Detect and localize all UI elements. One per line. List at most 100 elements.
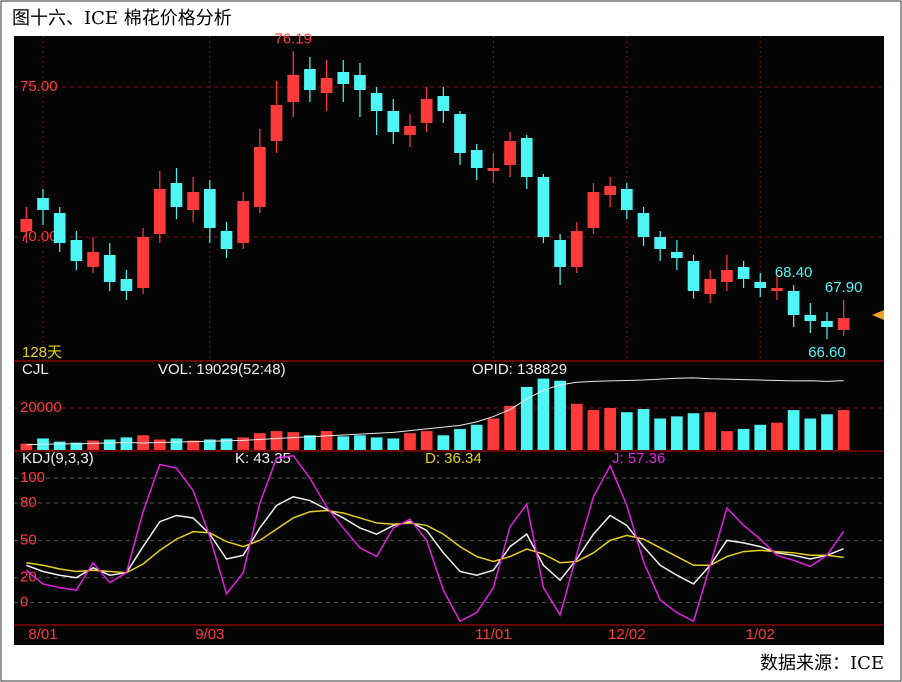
candle-body: [187, 192, 199, 210]
volume-bar: [420, 431, 433, 450]
volume-bar: [470, 424, 483, 450]
candle-body: [53, 213, 66, 243]
candle-body: [270, 105, 283, 141]
indicator-line: [25, 454, 845, 623]
candle-body: [20, 219, 33, 231]
period-label: 128天: [22, 344, 62, 361]
volume-bar: [354, 435, 366, 450]
price-marker: [872, 310, 884, 320]
volume-bar: [220, 438, 233, 450]
volume-bar: [554, 380, 566, 450]
candle-body: [771, 288, 783, 291]
panel-title: KDJ(9,3,3): [22, 450, 94, 467]
candle-body: [37, 198, 49, 210]
candle-body: [604, 186, 616, 195]
volume-bar: [87, 440, 99, 450]
y-tick-label: 100: [20, 469, 45, 486]
volume-bar: [837, 410, 850, 450]
volume-bar: [20, 443, 33, 450]
candle-body: [254, 147, 266, 207]
candle-body: [420, 99, 433, 123]
oi-line: [26, 377, 844, 446]
candle-body: [821, 321, 833, 327]
volume-bar: [721, 431, 733, 450]
price-annotation: 68.40: [775, 264, 813, 281]
volume-bar: [654, 418, 667, 450]
volume-bar: [120, 437, 133, 450]
candle-body: [170, 183, 183, 207]
candle-body: [437, 96, 450, 111]
volume-bar: [370, 437, 383, 450]
candle-body: [787, 291, 800, 315]
volume-bar: [637, 409, 650, 450]
candle-body: [370, 93, 383, 111]
candle-body: [554, 240, 566, 267]
indicator-line: [26, 509, 844, 574]
figure-title: 图十六、ICE 棉花价格分析: [12, 8, 232, 29]
candle-body: [620, 189, 633, 210]
volume-bar: [620, 412, 633, 450]
x-tick-label: 8/01: [28, 626, 57, 643]
candle-body: [804, 315, 817, 321]
candle-body: [387, 111, 400, 132]
legend-entry: OPID: 138829: [472, 361, 567, 378]
candle-body: [837, 318, 850, 330]
candle-body: [103, 255, 116, 282]
candle-body: [570, 231, 583, 267]
volume-bar: [704, 412, 717, 450]
candle-body: [637, 213, 650, 237]
volume-bar: [337, 436, 350, 450]
volume-bar: [771, 422, 783, 450]
candle-body: [320, 78, 333, 93]
y-tick-label: 0: [20, 594, 28, 611]
y-tick-label: 75.00: [20, 78, 58, 95]
volume-bar: [437, 435, 450, 450]
volume-bar: [254, 433, 266, 450]
volume-bar: [454, 428, 466, 450]
candle-body: [220, 231, 233, 249]
volume-bar: [604, 407, 616, 450]
legend-entry: D: 36.34: [425, 450, 482, 467]
candle-body: [153, 189, 166, 234]
volume-bar: [754, 424, 767, 450]
price-annotation: 76.19: [274, 30, 312, 47]
volume-bar: [237, 437, 250, 450]
candle-body: [304, 69, 316, 90]
volume-bar: [287, 432, 300, 450]
candle-body: [203, 189, 216, 228]
source-note: 数据来源：ICE: [760, 653, 884, 674]
volume-bar: [504, 405, 516, 450]
price-annotation: 67.90: [825, 279, 863, 296]
volume-bar: [687, 413, 700, 450]
candle-body: [754, 282, 767, 288]
volume-bar: [821, 414, 833, 450]
candle-body: [537, 177, 550, 237]
volume-bar: [70, 442, 83, 450]
candle-body: [587, 192, 600, 228]
candle-body: [737, 267, 750, 279]
volume-bar: [487, 418, 500, 450]
chart-background: [14, 36, 884, 645]
volume-bar: [387, 438, 400, 450]
volume-bar: [103, 439, 116, 450]
y-tick-label: 50: [20, 531, 37, 548]
candle-body: [487, 168, 500, 171]
legend-entry: VOL: 19029(52:48): [158, 361, 286, 378]
candle-body: [337, 72, 350, 84]
volume-bar: [787, 410, 800, 450]
candle-body: [404, 126, 416, 135]
candle-body: [671, 252, 683, 258]
candle-body: [237, 201, 250, 243]
y-tick-label: 20000: [20, 399, 62, 416]
volume-bar: [203, 439, 216, 450]
y-tick-label: 80: [20, 494, 37, 511]
volume-bar: [520, 386, 533, 450]
candle-body: [687, 261, 700, 291]
volume-bar: [304, 435, 316, 450]
volume-bar: [170, 438, 183, 450]
legend-entry: K: 43.35: [235, 450, 291, 467]
indicator-line: [26, 496, 844, 585]
price-annotation: 66.60: [808, 344, 846, 361]
volume-bar: [153, 439, 166, 450]
